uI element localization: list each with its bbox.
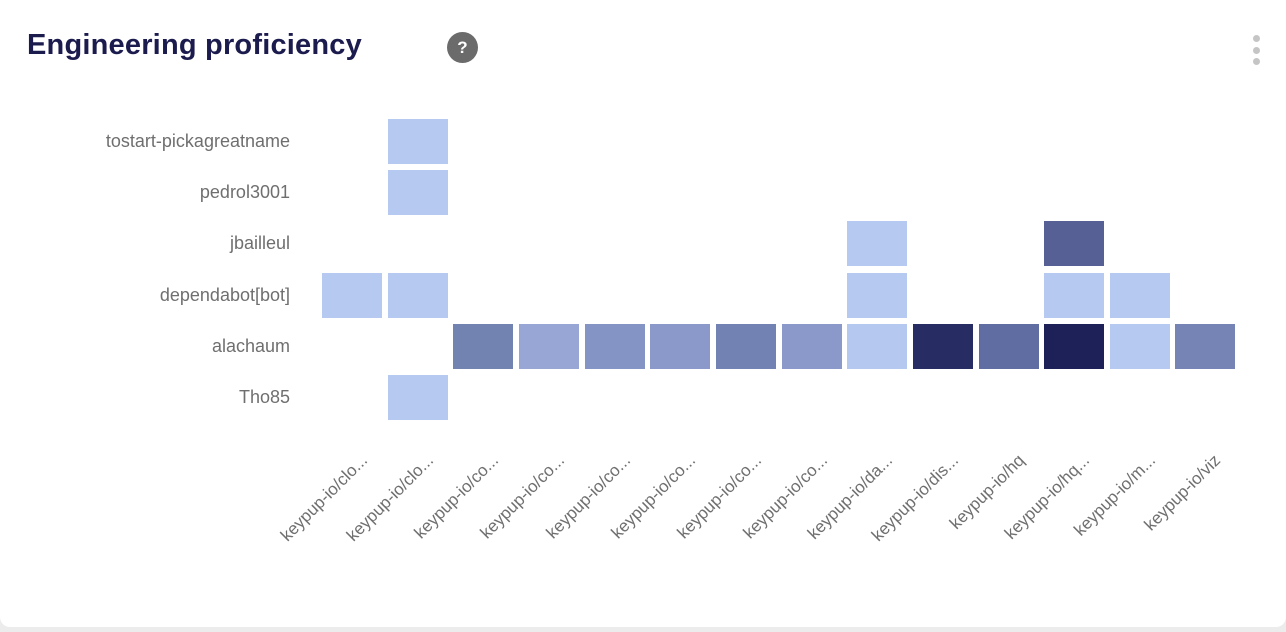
heatmap-cell[interactable] bbox=[387, 272, 448, 318]
heatmap-cell[interactable] bbox=[847, 221, 908, 267]
page-title: Engineering proficiency bbox=[27, 29, 362, 61]
row-label: jbailleul bbox=[229, 233, 290, 254]
row-label: dependabot[bot] bbox=[159, 284, 290, 305]
heatmap-cell[interactable] bbox=[387, 119, 448, 164]
heatmap-cell[interactable] bbox=[912, 323, 973, 369]
row-label: alachaum bbox=[211, 335, 290, 356]
row-label: Tho85 bbox=[238, 387, 290, 407]
heatmap-cell[interactable] bbox=[1044, 272, 1105, 318]
row-label: tostart-pickagreatname bbox=[105, 131, 290, 151]
kebab-dot bbox=[1252, 46, 1260, 54]
heatmap-cell[interactable] bbox=[715, 323, 776, 369]
heatmap-cell[interactable] bbox=[1109, 323, 1170, 369]
heatmap-cell[interactable] bbox=[978, 323, 1039, 369]
kebab-menu-icon[interactable] bbox=[1248, 35, 1264, 65]
heatmap-cell[interactable] bbox=[1044, 323, 1105, 369]
help-icon[interactable]: ? bbox=[447, 32, 478, 63]
kebab-dot bbox=[1252, 35, 1260, 42]
heatmap-cell[interactable] bbox=[453, 323, 514, 369]
heatmap-cell[interactable] bbox=[781, 323, 842, 369]
widget-header: Engineering proficiency ? bbox=[0, 0, 1286, 80]
heatmap-cell[interactable] bbox=[518, 323, 579, 369]
heatmap-cell[interactable] bbox=[387, 170, 448, 216]
kebab-dot bbox=[1252, 58, 1260, 65]
heatmap-cell[interactable] bbox=[322, 272, 382, 318]
heatmap-cell[interactable] bbox=[650, 323, 711, 369]
heatmap-cell[interactable] bbox=[847, 323, 908, 369]
heatmap-cell[interactable] bbox=[847, 272, 908, 318]
heatmap-cell[interactable] bbox=[1044, 221, 1105, 267]
row-label: pedrol3001 bbox=[199, 182, 290, 203]
heatmap-cell[interactable] bbox=[387, 375, 448, 420]
heatmap-cell[interactable] bbox=[1175, 323, 1236, 369]
heatmap-cell[interactable] bbox=[1109, 272, 1170, 318]
heatmap-cell[interactable] bbox=[584, 323, 645, 369]
